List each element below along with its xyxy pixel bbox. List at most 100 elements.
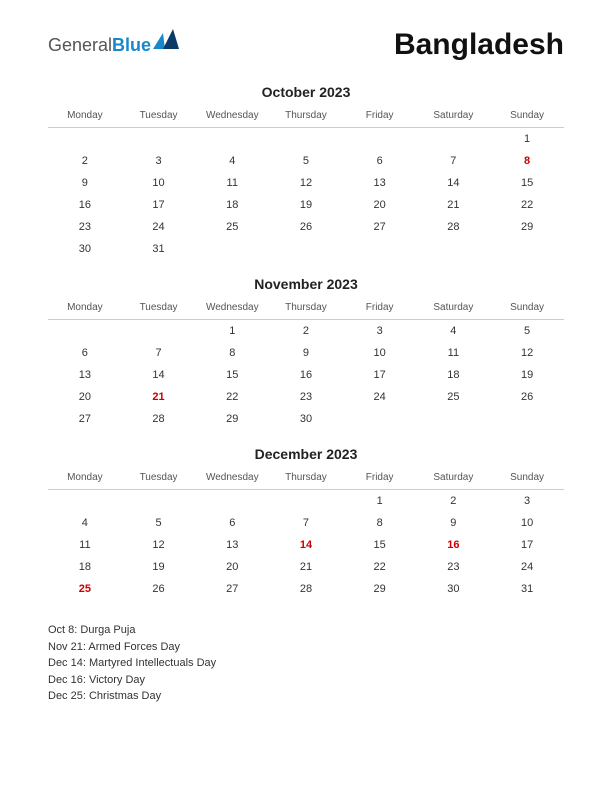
calendar-cell: 22 — [343, 556, 417, 578]
calendar-cell: 7 — [122, 342, 196, 364]
calendar-cell: 30 — [269, 408, 343, 430]
calendar-cell — [417, 408, 491, 430]
calendar-cell: 13 — [195, 534, 269, 556]
calendar-container: October 2023MondayTuesdayWednesdayThursd… — [48, 84, 564, 600]
calendar-cell: 3 — [122, 150, 196, 172]
calendar-cell: 10 — [122, 172, 196, 194]
calendar-cell: 28 — [122, 408, 196, 430]
calendar-cell: 15 — [195, 364, 269, 386]
calendar-cell: 27 — [343, 216, 417, 238]
day-header: Tuesday — [122, 106, 196, 128]
day-header: Monday — [48, 298, 122, 320]
calendar-cell: 23 — [48, 216, 122, 238]
calendar-cell: 27 — [195, 578, 269, 600]
calendar-cell: 23 — [417, 556, 491, 578]
calendar-cell: 18 — [48, 556, 122, 578]
day-header: Friday — [343, 468, 417, 490]
calendar-cell: 6 — [48, 342, 122, 364]
calendar-cell: 29 — [195, 408, 269, 430]
calendar-cell: 7 — [417, 150, 491, 172]
calendar-cell: 13 — [343, 172, 417, 194]
day-header: Tuesday — [122, 298, 196, 320]
header: GeneralBlue Bangladesh — [48, 28, 564, 62]
calendar-cell: 10 — [490, 512, 564, 534]
calendar-cell: 21 — [417, 194, 491, 216]
day-header: Sunday — [490, 468, 564, 490]
day-header: Saturday — [417, 106, 491, 128]
calendar-cell: 17 — [343, 364, 417, 386]
holiday-list: Oct 8: Durga PujaNov 21: Armed Forces Da… — [48, 622, 564, 705]
calendar-cell: 28 — [417, 216, 491, 238]
calendar-cell: 9 — [48, 172, 122, 194]
calendar-cell: 6 — [195, 512, 269, 534]
calendar-cell: 9 — [269, 342, 343, 364]
calendar-table: MondayTuesdayWednesdayThursdayFridaySatu… — [48, 468, 564, 600]
calendar-cell: 25 — [195, 216, 269, 238]
calendar-cell — [48, 490, 122, 513]
calendar-cell: 8 — [343, 512, 417, 534]
day-header: Wednesday — [195, 106, 269, 128]
calendar-cell: 18 — [195, 194, 269, 216]
calendar-cell: 27 — [48, 408, 122, 430]
calendar-cell: 9 — [417, 512, 491, 534]
calendar-table: MondayTuesdayWednesdayThursdayFridaySatu… — [48, 298, 564, 430]
month-block: October 2023MondayTuesdayWednesdayThursd… — [48, 84, 564, 260]
day-header: Tuesday — [122, 468, 196, 490]
day-header: Sunday — [490, 298, 564, 320]
calendar-cell: 5 — [269, 150, 343, 172]
calendar-cell — [122, 490, 196, 513]
calendar-cell: 23 — [269, 386, 343, 408]
day-header: Wednesday — [195, 298, 269, 320]
month-title: November 2023 — [48, 276, 564, 292]
calendar-cell: 24 — [490, 556, 564, 578]
calendar-cell — [269, 128, 343, 151]
calendar-cell: 5 — [490, 320, 564, 343]
calendar-cell: 8 — [490, 150, 564, 172]
logo: GeneralBlue — [48, 33, 179, 58]
calendar-cell: 19 — [490, 364, 564, 386]
logo-mark-icon — [153, 29, 179, 54]
calendar-cell: 3 — [343, 320, 417, 343]
calendar-cell — [195, 238, 269, 260]
calendar-cell: 17 — [122, 194, 196, 216]
calendar-cell: 14 — [269, 534, 343, 556]
calendar-cell: 19 — [269, 194, 343, 216]
calendar-cell: 11 — [417, 342, 491, 364]
day-header: Friday — [343, 106, 417, 128]
calendar-cell: 16 — [269, 364, 343, 386]
calendar-cell: 10 — [343, 342, 417, 364]
calendar-cell: 11 — [195, 172, 269, 194]
calendar-cell: 17 — [490, 534, 564, 556]
calendar-cell: 18 — [417, 364, 491, 386]
calendar-cell: 28 — [269, 578, 343, 600]
calendar-cell — [490, 408, 564, 430]
day-header: Saturday — [417, 298, 491, 320]
calendar-cell: 16 — [417, 534, 491, 556]
calendar-cell: 20 — [195, 556, 269, 578]
calendar-cell: 22 — [490, 194, 564, 216]
holiday-item: Nov 21: Armed Forces Day — [48, 639, 564, 656]
holiday-item: Dec 25: Christmas Day — [48, 688, 564, 705]
day-header: Monday — [48, 106, 122, 128]
calendar-cell — [490, 238, 564, 260]
calendar-cell — [195, 128, 269, 151]
calendar-cell: 25 — [417, 386, 491, 408]
calendar-cell: 15 — [490, 172, 564, 194]
calendar-cell: 7 — [269, 512, 343, 534]
calendar-cell: 21 — [122, 386, 196, 408]
calendar-cell: 1 — [343, 490, 417, 513]
day-header: Saturday — [417, 468, 491, 490]
calendar-cell — [122, 128, 196, 151]
day-header: Sunday — [490, 106, 564, 128]
calendar-cell: 2 — [269, 320, 343, 343]
country-title: Bangladesh — [394, 28, 564, 62]
calendar-cell — [343, 408, 417, 430]
calendar-cell: 19 — [122, 556, 196, 578]
calendar-cell: 29 — [490, 216, 564, 238]
holiday-item: Dec 14: Martyred Intellectuals Day — [48, 655, 564, 672]
day-header: Monday — [48, 468, 122, 490]
calendar-cell — [417, 238, 491, 260]
calendar-cell — [48, 128, 122, 151]
calendar-cell: 31 — [490, 578, 564, 600]
month-block: December 2023MondayTuesdayWednesdayThurs… — [48, 446, 564, 600]
